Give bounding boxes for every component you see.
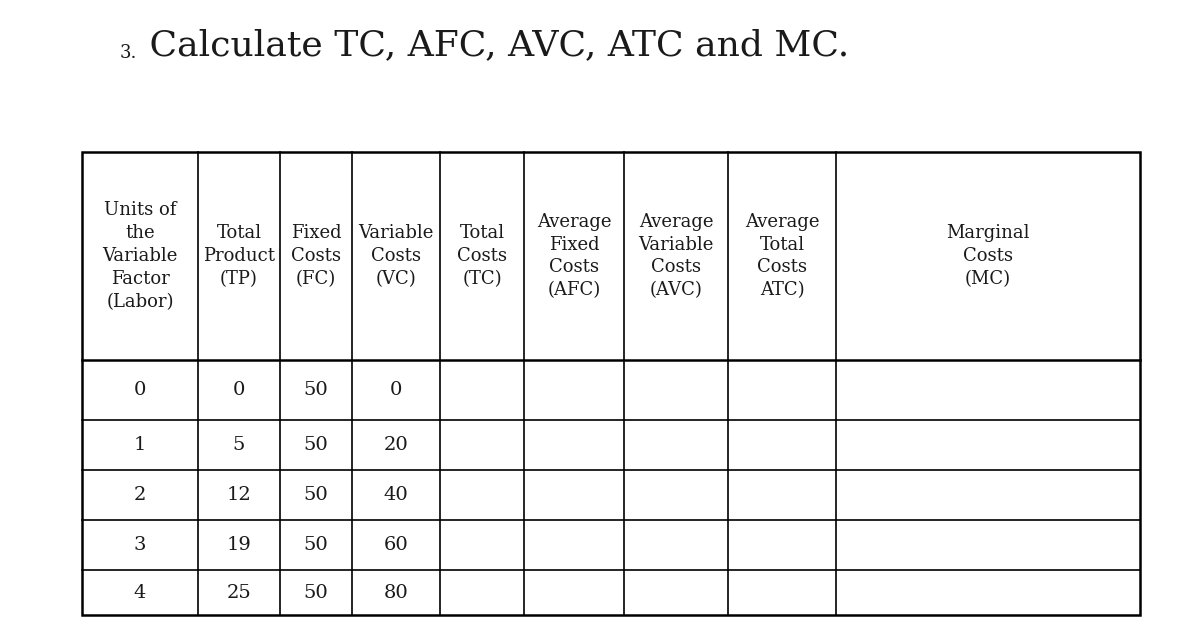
Text: 2: 2 bbox=[134, 486, 146, 504]
Text: 25: 25 bbox=[227, 584, 251, 601]
Text: 20: 20 bbox=[384, 436, 408, 454]
Text: 5: 5 bbox=[233, 436, 245, 454]
Text: 3.: 3. bbox=[120, 44, 137, 62]
Text: Fixed
Costs
(FC): Fixed Costs (FC) bbox=[290, 224, 341, 288]
Text: 50: 50 bbox=[304, 584, 329, 601]
Text: Average
Variable
Costs
(AVC): Average Variable Costs (AVC) bbox=[638, 213, 714, 299]
Text: 0: 0 bbox=[390, 381, 402, 399]
Text: Marginal
Costs
(MC): Marginal Costs (MC) bbox=[947, 224, 1030, 288]
Text: Total
Costs
(TC): Total Costs (TC) bbox=[457, 224, 508, 288]
Text: 50: 50 bbox=[304, 436, 329, 454]
Text: Units of
the
Variable
Factor
(Labor): Units of the Variable Factor (Labor) bbox=[102, 201, 178, 311]
Text: Average
Total
Costs
ATC): Average Total Costs ATC) bbox=[745, 213, 820, 299]
Text: 50: 50 bbox=[304, 381, 329, 399]
Text: Variable
Costs
(VC): Variable Costs (VC) bbox=[359, 224, 433, 288]
Bar bbox=[82, 152, 1140, 615]
Text: Calculate TC, AFC, AVC, ATC and MC.: Calculate TC, AFC, AVC, ATC and MC. bbox=[138, 28, 850, 62]
Text: 4: 4 bbox=[134, 584, 146, 601]
Text: Average
Fixed
Costs
(AFC): Average Fixed Costs (AFC) bbox=[536, 213, 611, 299]
Text: 40: 40 bbox=[384, 486, 408, 504]
Text: 60: 60 bbox=[384, 536, 408, 554]
Text: 0: 0 bbox=[134, 381, 146, 399]
Text: 19: 19 bbox=[227, 536, 252, 554]
Text: 12: 12 bbox=[227, 486, 251, 504]
Text: 0: 0 bbox=[233, 381, 245, 399]
Text: Total
Product
(TP): Total Product (TP) bbox=[203, 224, 275, 288]
Text: 50: 50 bbox=[304, 486, 329, 504]
Text: 3: 3 bbox=[133, 536, 146, 554]
Text: 50: 50 bbox=[304, 536, 329, 554]
Text: 80: 80 bbox=[384, 584, 408, 601]
Text: 1: 1 bbox=[134, 436, 146, 454]
